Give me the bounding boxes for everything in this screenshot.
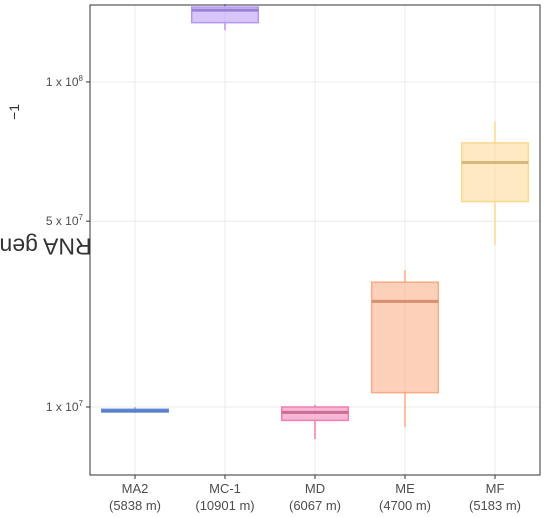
plot-border [89,4,541,476]
y-tick-label: 5 x 107 [46,213,84,228]
x-tick-label: MD [305,481,325,496]
box-mf [460,121,530,246]
x-tick-sublabel: (4700 m) [379,498,431,513]
box-iqr [460,142,530,203]
box-me [370,270,440,428]
x-tick-sublabel: (10901 m) [195,498,254,513]
box-md [280,404,350,439]
x-tick-sublabel: (5838 m) [109,498,161,513]
x-tick-label: MF [486,481,505,496]
x-tick-label: MC-1 [209,481,241,496]
box-iqr [370,281,440,394]
y-tick-label: 1 x 108 [46,74,84,89]
x-tick-sublabel: (5183 m) [469,498,521,513]
x-tick-label: MA2 [122,481,149,496]
x-tick-label: ME [395,481,415,496]
y-tick-label: 1 x 107 [46,399,84,414]
box-ma2 [100,407,170,413]
box-mc-1 [190,3,260,31]
x-tick-sublabel: (6067 m) [289,498,341,513]
